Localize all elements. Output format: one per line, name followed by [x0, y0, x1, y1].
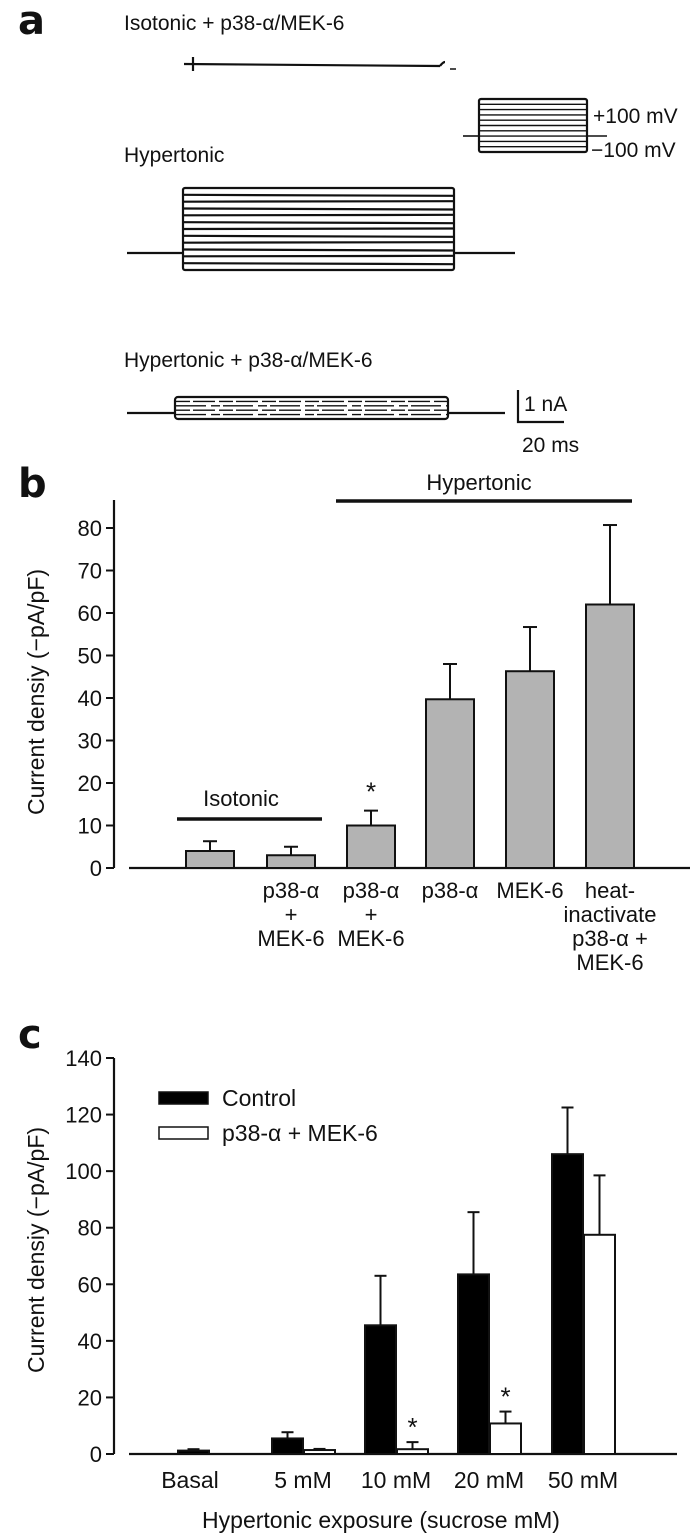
y-tick-label: 20 [78, 771, 102, 796]
current-sweep-line [183, 193, 454, 197]
y-tick-label: 10 [78, 814, 102, 839]
category-label: heat- [585, 878, 635, 903]
significance-asterisk: * [500, 1382, 510, 1412]
y-tick-label: 120 [65, 1103, 102, 1128]
panel-label-b: b [18, 461, 47, 507]
bar [266, 854, 316, 869]
panel-label-a: a [18, 0, 45, 44]
category-label: p38-α [422, 878, 479, 903]
y-axis-label-b: Current densiy (−pA/pF) [23, 569, 49, 815]
bar [585, 603, 635, 869]
category-label: + [285, 902, 298, 927]
y-tick-label: 70 [78, 559, 102, 584]
voltage-protocol-inset [463, 97, 607, 154]
legend-label: p38-α + MEK-6 [222, 1120, 378, 1146]
bar-p38-mek6 [396, 1448, 429, 1455]
current-sweep-line [183, 207, 454, 211]
current-sweep-line [183, 254, 454, 258]
category-label: MEK-6 [496, 878, 563, 903]
panel-label-c: c [18, 1012, 42, 1058]
category-label: Basal [161, 1467, 219, 1493]
category-label: 50 mM [548, 1467, 618, 1493]
bar [425, 698, 475, 870]
legend-label: Control [222, 1085, 296, 1111]
isotonic-bracket-label: Isotonic [203, 786, 279, 811]
category-label: 5 mM [274, 1467, 332, 1493]
trace-label-isotonic: Isotonic + p38-α/MEK-6 [124, 12, 345, 35]
y-tick-label: 100 [65, 1159, 102, 1184]
scale-bar-current-label: 1 nA [524, 393, 567, 416]
y-tick-label: 30 [78, 729, 102, 754]
current-sweep-line [183, 213, 454, 217]
bar [505, 670, 555, 869]
category-label: inactivate [564, 902, 657, 927]
trace-label-hypertonic: Hypertonic [124, 144, 224, 167]
y-tick-label: 60 [78, 1272, 102, 1297]
scale-bar-time-label: 20 ms [522, 434, 579, 457]
trace-isotonic [183, 57, 456, 71]
current-sweep-line [183, 221, 454, 225]
trace-label-hypertonic-p38: Hypertonic + p38-α/MEK-6 [124, 349, 373, 372]
current-sweep-line [183, 234, 454, 238]
current-sweep-line [183, 200, 454, 203]
y-tick-label: 20 [78, 1385, 102, 1410]
y-tick-label: 140 [65, 1046, 102, 1071]
bar-control [457, 1273, 490, 1456]
significance-asterisk: * [366, 777, 376, 807]
category-label: p38-α + [572, 926, 648, 951]
trace-hypertonic [127, 186, 515, 272]
panel-a: a Isotonic + p38-α/MEK-6 +100 mV −100 mV… [18, 0, 678, 457]
y-tick-label: 80 [78, 1216, 102, 1241]
x-axis-label-c: Hypertonic exposure (sucrose mM) [202, 1507, 560, 1533]
panel-c-chart: c Current densiy (−pA/pF) Hypertonic exp… [18, 1012, 677, 1533]
bar-p38-mek6 [583, 1233, 616, 1456]
y-tick-label: 80 [78, 516, 102, 541]
y-tick-label: 0 [90, 856, 102, 881]
current-sweep-line [183, 262, 454, 266]
bar-control [177, 1449, 210, 1455]
y-tick-label: 50 [78, 644, 102, 669]
category-label: + [365, 902, 378, 927]
bar-control [551, 1153, 584, 1455]
bar-p38-mek6 [303, 1449, 336, 1456]
scale-bar [516, 390, 564, 424]
bar-control [271, 1437, 304, 1456]
y-tick-label: 0 [90, 1442, 102, 1467]
current-sweep-line [183, 227, 454, 231]
bar-p38-mek6 [489, 1422, 522, 1455]
current-sweep-line [183, 248, 454, 252]
legend-swatch [158, 1091, 209, 1105]
current-sweep-line [183, 241, 454, 244]
y-axis-label-c: Current densiy (−pA/pF) [23, 1127, 49, 1373]
y-tick-label: 40 [78, 686, 102, 711]
bar [185, 850, 235, 869]
trace-hypertonic-p38 [127, 395, 505, 421]
category-label: MEK-6 [337, 926, 404, 951]
category-label: p38-α [263, 878, 320, 903]
category-label: 20 mM [454, 1467, 524, 1493]
y-tick-label: 60 [78, 601, 102, 626]
significance-asterisk: * [407, 1412, 417, 1442]
category-label: p38-α [343, 878, 400, 903]
legend-swatch [158, 1126, 209, 1140]
y-tick-label: 40 [78, 1329, 102, 1354]
bar-control [364, 1324, 397, 1456]
hypertonic-bracket-label: Hypertonic [426, 470, 531, 495]
bar [346, 824, 396, 869]
panel-b-chart: b Current densiy (−pA/pF) 0 10 20 30 40 50 60 7… [18, 461, 690, 975]
category-label: MEK-6 [257, 926, 324, 951]
category-label: MEK-6 [576, 950, 643, 975]
category-label: 10 mM [361, 1467, 431, 1493]
protocol-label-minus100: −100 mV [591, 139, 676, 162]
protocol-label-plus100: +100 mV [593, 105, 678, 128]
